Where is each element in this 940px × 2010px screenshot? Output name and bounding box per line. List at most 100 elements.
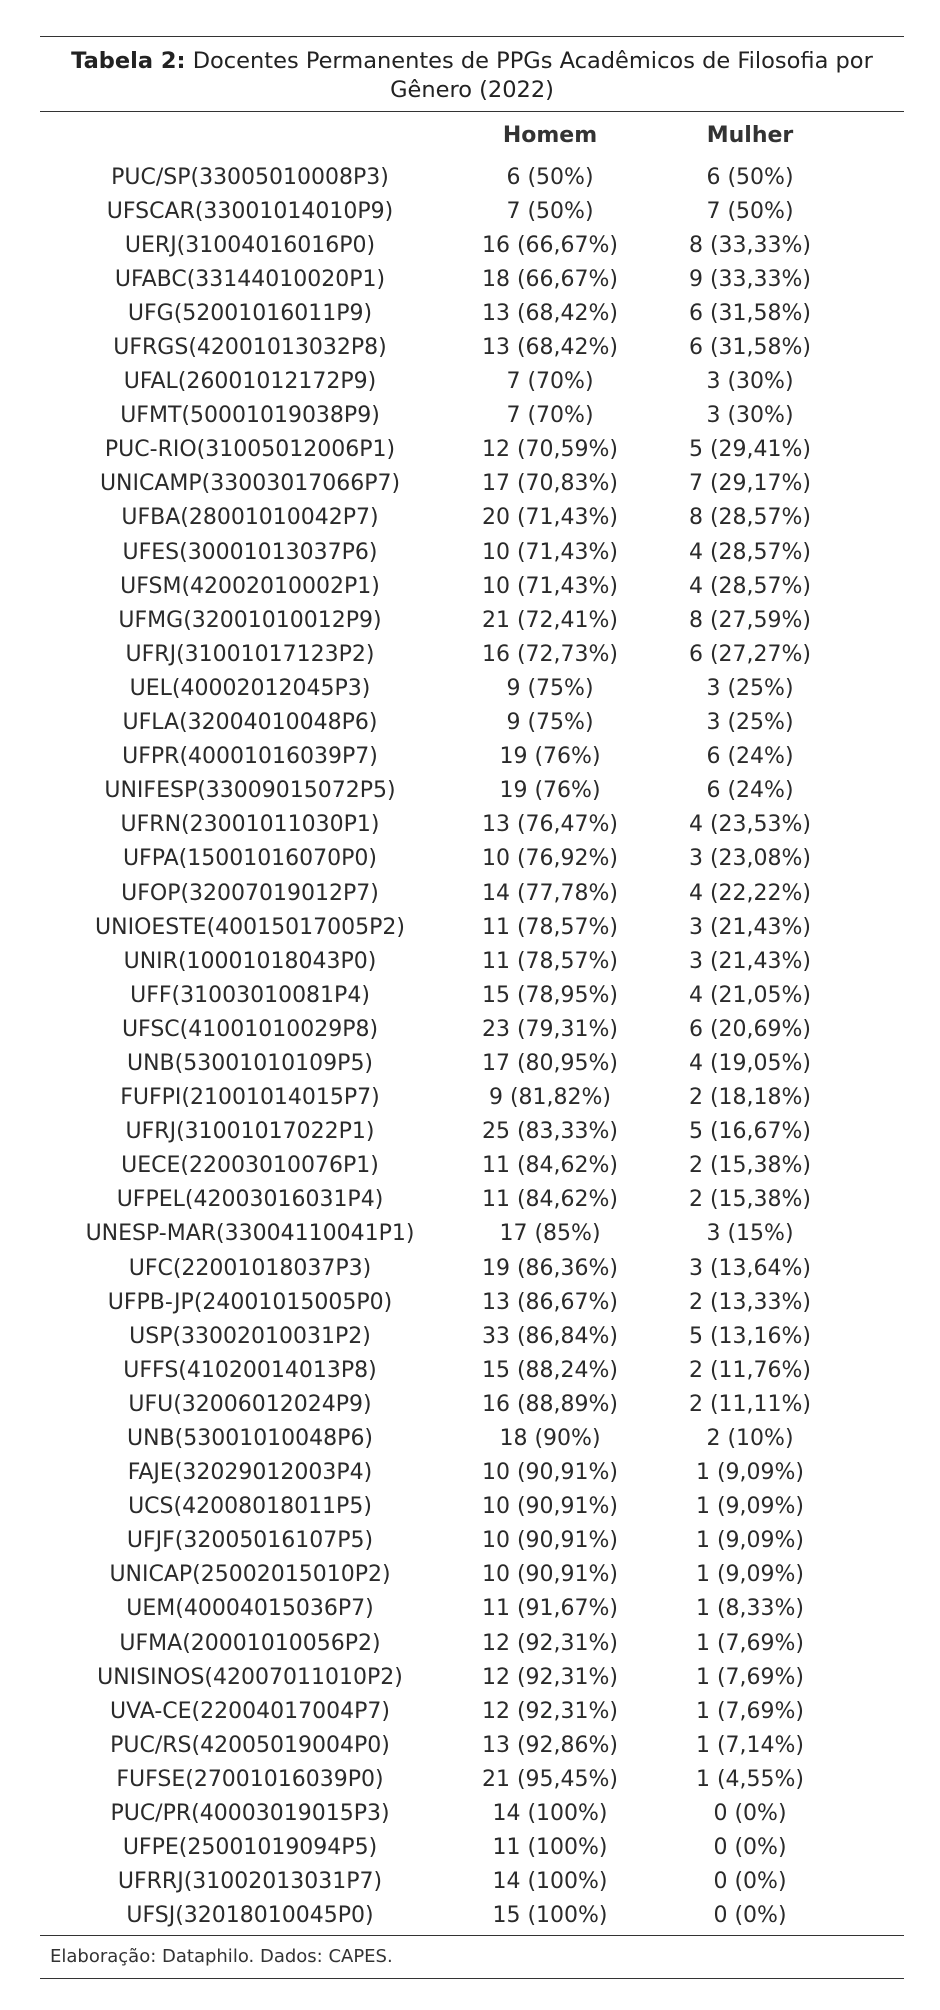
cell-mulher: 1 (7,69%) (695, 1630, 805, 1656)
cell-mulher: 3 (25%) (706, 675, 794, 701)
table-row: FUFSE(27001016039P0) 21 (95,45%) 1 (4,55%) (40, 1762, 904, 1796)
cell-mulher: 3 (21,43%) (688, 914, 812, 940)
cell-homem: 14 (77,78%) (481, 880, 619, 906)
table-row: UFSCAR(33001014010P9) 7 (50%) 7 (50%) (40, 194, 904, 228)
cell-homem: 7 (50%) (506, 198, 594, 224)
cell-homem: 10 (90,91%) (481, 1562, 619, 1588)
table-row: UNESP-MAR(33004110041P1) 17 (85%) 3 (15%) (40, 1217, 904, 1251)
cell-program: UVA-CE(22004017004P7) (110, 1698, 390, 1724)
table-row: UNB(53001010048P6) 18 (90%) 2 (10%) (40, 1421, 904, 1455)
cell-mulher: 1 (7,14%) (695, 1732, 805, 1758)
cell-homem: 21 (72,41%) (481, 607, 619, 633)
cell-homem: 9 (75%) (506, 710, 594, 736)
cell-mulher: 3 (15%) (706, 1221, 794, 1247)
cell-program: UNIOESTE(40015017005P2) (95, 914, 405, 940)
cell-homem: 12 (92,31%) (481, 1630, 619, 1656)
cell-program: UFRJ(31001017123P2) (125, 641, 375, 667)
cell-mulher: 1 (8,33%) (695, 1596, 805, 1622)
table-row: UFRN(23001011030P1) 13 (76,47%) 4 (23,53%) (40, 808, 904, 842)
cell-program: UFFS(41020014013P8) (123, 1357, 377, 1383)
cell-homem: 11 (78,57%) (481, 948, 619, 974)
cell-program: UFU(32006012024P9) (128, 1391, 372, 1417)
table-row: UNICAMP(33003017066P7) 17 (70,83%) 7 (29,1… (40, 467, 904, 501)
cell-homem: 15 (100%) (492, 1903, 608, 1929)
cell-mulher: 2 (11,11%) (688, 1391, 812, 1417)
cell-program: PUC-RIO(31005012006P1) (104, 437, 396, 463)
cell-mulher: 0 (0%) (713, 1801, 787, 1827)
cell-mulher: 3 (13,64%) (688, 1255, 812, 1281)
cell-homem: 16 (72,73%) (481, 641, 619, 667)
cell-homem: 33 (86,84%) (481, 1323, 619, 1349)
cell-program: UNB(53001010109P5) (126, 1050, 374, 1076)
cell-homem: 13 (76,47%) (481, 812, 619, 838)
table-header: Homem Mulher (40, 112, 904, 158)
table-row: UFJF(32005016107P5) 10 (90,91%) 1 (9,09%) (40, 1524, 904, 1558)
table-row: UNICAP(25002015010P2) 10 (90,91%) 1 (9,09%… (40, 1558, 904, 1592)
table-row: UFSM(42002010002P1) 10 (71,43%) 4 (28,57%) (40, 569, 904, 603)
cell-homem: 7 (70%) (506, 403, 594, 429)
cell-mulher: 3 (25%) (706, 710, 794, 736)
table-row: UFC(22001018037P3) 19 (86,36%) 3 (13,64%) (40, 1251, 904, 1285)
cell-mulher: 7 (50%) (706, 198, 794, 224)
cell-mulher: 4 (23,53%) (688, 812, 812, 838)
cell-mulher: 0 (0%) (713, 1903, 787, 1929)
cell-homem: 17 (85%) (499, 1221, 601, 1247)
header-homem: Homem (502, 122, 598, 148)
cell-mulher: 2 (18,18%) (688, 1085, 812, 1111)
cell-homem: 19 (76%) (499, 778, 601, 804)
cell-program: FAJE(32029012003P4) (127, 1460, 373, 1486)
cell-mulher: 1 (7,69%) (695, 1698, 805, 1724)
cell-program: UNIFESP(33009015072P5) (104, 778, 396, 804)
cell-homem: 13 (92,86%) (481, 1732, 619, 1758)
cell-homem: 16 (66,67%) (481, 232, 619, 258)
cell-mulher: 5 (16,67%) (688, 1119, 812, 1145)
cell-program: UFES(30001013037P6) (122, 539, 378, 565)
cell-program: UFRN(23001011030P1) (120, 812, 380, 838)
cell-program: UFRJ(31001017022P1) (125, 1119, 375, 1145)
cell-homem: 25 (83,33%) (481, 1119, 619, 1145)
table-row: UFRJ(31001017123P2) 16 (72,73%) 6 (27,27%) (40, 637, 904, 671)
table-row: UECE(22003010076P1) 11 (84,62%) 2 (15,38%) (40, 1149, 904, 1183)
cell-program: PUC/RS(42005019004P0) (110, 1732, 390, 1758)
table-row: UNIOESTE(40015017005P2) 11 (78,57%) 3 (21,… (40, 910, 904, 944)
cell-program: UFSM(42002010002P1) (120, 573, 380, 599)
cell-mulher: 6 (27,27%) (688, 641, 812, 667)
cell-homem: 18 (66,67%) (481, 266, 619, 292)
table-row: UFMG(32001010012P9) 21 (72,41%) 8 (27,59%) (40, 603, 904, 637)
cell-mulher: 6 (50%) (706, 164, 794, 190)
cell-program: UNESP-MAR(33004110041P1) (85, 1221, 415, 1247)
cell-homem: 17 (80,95%) (481, 1050, 619, 1076)
cell-program: UFBA(28001010042P7) (121, 505, 379, 531)
table-row: UFABC(33144010020P1) 18 (66,67%) 9 (33,33%… (40, 262, 904, 296)
cell-mulher: 1 (9,09%) (695, 1460, 805, 1486)
cell-program: PUC/SP(33005010008P3) (111, 164, 389, 190)
cell-mulher: 1 (9,09%) (695, 1528, 805, 1554)
table-row: UFOP(32007019012P7) 14 (77,78%) 4 (22,22%) (40, 876, 904, 910)
cell-program: UCS(42008018011P5) (128, 1494, 372, 1520)
table-row: UNIR(10001018043P0) 11 (78,57%) 3 (21,43%) (40, 944, 904, 978)
cell-program: UFMT(50001019038P9) (120, 403, 380, 429)
table-row: UFU(32006012024P9) 16 (88,89%) 2 (11,11%) (40, 1387, 904, 1421)
table-row: UFPB-JP(24001015005P0) 13 (86,67%) 2 (13,3… (40, 1285, 904, 1319)
table-row: UFFS(41020014013P8) 15 (88,24%) 2 (11,76%) (40, 1353, 904, 1387)
table-row: USP(33002010031P2) 33 (86,84%) 5 (13,16%) (40, 1319, 904, 1353)
table-row: FAJE(32029012003P4) 10 (90,91%) 1 (9,09%) (40, 1456, 904, 1490)
cell-mulher: 2 (10%) (706, 1426, 794, 1452)
top-rule (40, 36, 904, 37)
cell-program: UNIR(10001018043P0) (123, 948, 377, 974)
cell-mulher: 6 (31,58%) (688, 300, 812, 326)
cell-program: UFG(52001016011P9) (127, 300, 373, 326)
cell-homem: 9 (75%) (506, 675, 594, 701)
cell-homem: 13 (68,42%) (481, 335, 619, 361)
cell-homem: 18 (90%) (499, 1426, 601, 1452)
cell-mulher: 5 (29,41%) (688, 437, 812, 463)
table-row: FUFPI(21001014015P7) 9 (81,82%) 2 (18,18%) (40, 1081, 904, 1115)
cell-program: UFABC(33144010020P1) (114, 266, 386, 292)
cell-mulher: 3 (30%) (706, 369, 794, 395)
cell-mulher: 0 (0%) (713, 1835, 787, 1861)
table-row: UNB(53001010109P5) 17 (80,95%) 4 (19,05%) (40, 1046, 904, 1080)
cell-mulher: 6 (24%) (706, 778, 794, 804)
cell-program: UNB(53001010048P6) (126, 1426, 374, 1452)
table-row: UFMT(50001019038P9) 7 (70%) 3 (30%) (40, 399, 904, 433)
cell-mulher: 5 (13,16%) (688, 1323, 812, 1349)
